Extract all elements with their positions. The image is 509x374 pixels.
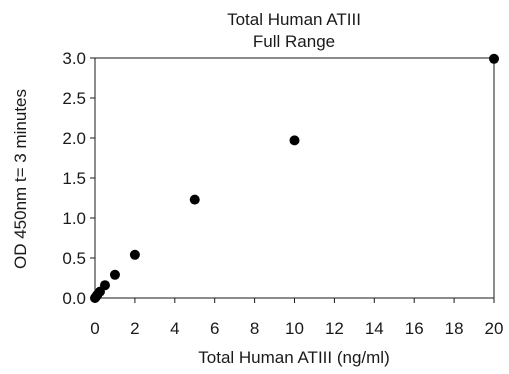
y-tick-label: 2.0 xyxy=(62,129,86,148)
x-tick-label: 2 xyxy=(130,319,139,338)
plot-area xyxy=(94,57,495,299)
x-tick-label: 4 xyxy=(170,319,179,338)
data-point xyxy=(99,280,110,291)
y-tick-label: 0.0 xyxy=(62,289,86,308)
x-axis-ticks: 0 2 4 6 8 10 12 14 16 18 20 xyxy=(90,298,503,338)
y-axis-title: OD 450nm t= 3 minutes xyxy=(11,89,30,269)
y-tick-label: 3.0 xyxy=(62,49,86,68)
y-tick-label: 1.0 xyxy=(62,209,86,228)
y-axis-ticks: 0.0 0.5 1.0 1.5 2.0 2.5 3.0 xyxy=(62,49,95,308)
chart-subtitle: Full Range xyxy=(253,32,335,51)
x-tick-label: 10 xyxy=(285,319,304,338)
y-tick-label: 0.5 xyxy=(62,249,86,268)
x-tick-label: 20 xyxy=(485,319,504,338)
x-tick-label: 8 xyxy=(250,319,259,338)
data-point xyxy=(189,194,200,205)
x-tick-label: 6 xyxy=(210,319,219,338)
x-tick-label: 14 xyxy=(365,319,384,338)
x-tick-label: 0 xyxy=(90,319,99,338)
x-tick-label: 12 xyxy=(325,319,344,338)
data-points xyxy=(90,53,499,303)
data-point xyxy=(289,135,300,146)
data-point xyxy=(109,269,120,280)
x-axis-title: Total Human ATIII (ng/ml) xyxy=(198,348,389,367)
data-point xyxy=(489,53,499,64)
y-tick-label: 2.5 xyxy=(62,89,86,108)
x-tick-label: 18 xyxy=(445,319,464,338)
chart-title: Total Human ATIII xyxy=(227,10,361,29)
data-point xyxy=(129,249,140,260)
x-tick-label: 16 xyxy=(405,319,424,338)
y-tick-label: 1.5 xyxy=(62,169,86,188)
